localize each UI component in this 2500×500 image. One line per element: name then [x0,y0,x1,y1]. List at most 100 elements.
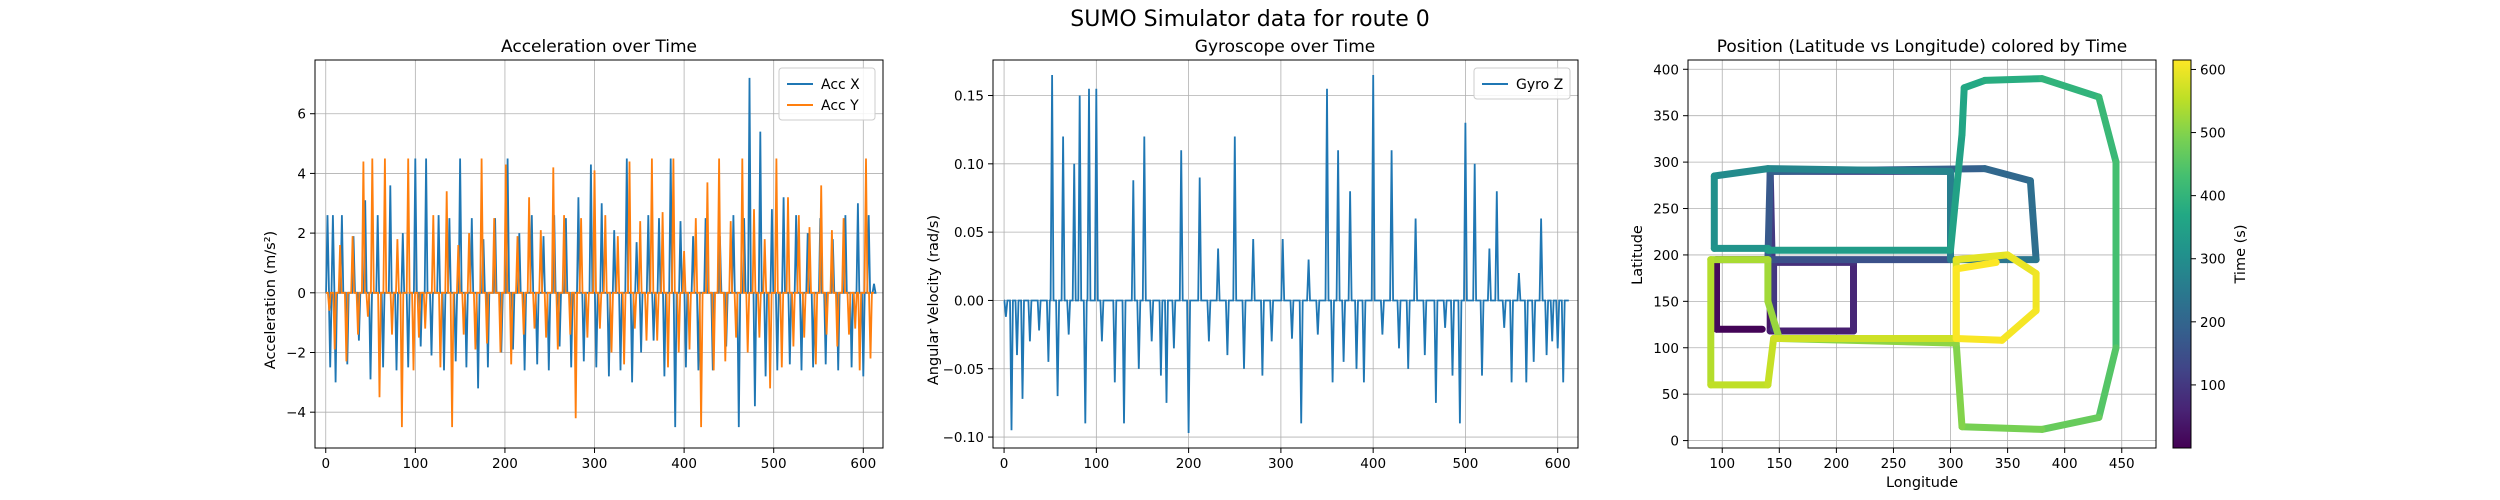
position-xtick-label: 200 [1823,456,1849,472]
acceleration-legend: Acc X Acc Y [778,67,876,121]
position-track-segment [1998,307,2040,344]
position-ytick-label: 250 [1653,202,1679,218]
gyroscope-axes-frame [992,59,1579,449]
position-ytick-label: 200 [1653,248,1679,264]
position-xtick-label: 150 [1766,456,1792,472]
acceleration-ylabel: Acceleration (m/s²) [263,231,279,369]
acceleration-xtick-label: 0 [321,456,330,472]
position-track-segment [1764,167,1774,264]
gyroscope-title: Gyroscope over Time [1195,37,1375,57]
acceleration-xtick-label: 300 [582,456,608,472]
position-track-segment [1958,84,1968,138]
position-track-segment [1981,75,2046,84]
acceleration-xtick-label: 200 [492,456,518,472]
position-ytick-label: 0 [1670,434,1679,450]
acceleration-ytick-label: 6 [297,107,306,123]
gyroscope-panel: Gyroscope over Time Angular Velocity (ra… [926,37,1579,472]
position-axes-frame [1687,59,2157,449]
gyroscope-xtick-label: 400 [1360,456,1386,472]
gyroscope-xtick-label: 200 [1176,456,1202,472]
position-track-segment [2038,413,2103,433]
position-xtick-label: 350 [1995,456,2021,472]
gyroscope-ytick-label: 0.05 [954,225,984,241]
position-yticks: 0 50 100 150 200 250 300 350 400 [1653,62,1688,450]
position-track-segment [2095,344,2120,421]
acceleration-xtick-label: 600 [850,456,876,472]
position-ytick-label: 100 [1653,341,1679,357]
gyroscope-yticks: −0.10 −0.05 0.00 0.05 0.10 0.15 [943,89,993,446]
acceleration-series-acc-y [325,158,874,428]
position-track-segment [1710,165,1772,180]
colorbar-tick-label: 200 [2200,315,2226,331]
colorbar-ticks: 100 200 300 400 500 600 [2191,62,2226,394]
position-track-segment [1960,76,1989,92]
gyroscope-ytick-label: −0.05 [943,362,984,378]
gyroscope-legend-box [1473,67,1571,100]
acceleration-axes-frame [314,59,884,449]
position-ytick-label: 150 [1653,294,1679,310]
position-track-segment [1947,130,1966,254]
gyroscope-grid [993,60,1578,448]
position-grid [1688,60,2156,448]
position-track-segment [2026,177,2040,264]
acceleration-yticks: −4 −2 0 2 4 6 [286,107,315,421]
position-ytick-label: 350 [1653,109,1679,125]
acceleration-ytick-label: 4 [297,166,306,182]
acceleration-xtick-label: 100 [402,456,428,472]
gyroscope-ytick-label: −0.10 [943,430,984,446]
colorbar-gradient [2172,59,2192,449]
gyroscope-series-gyro-z [1003,74,1569,434]
position-track-segment [1952,335,2006,344]
colorbar-tick-label: 300 [2200,252,2226,268]
gyroscope-xtick-label: 500 [1453,456,1479,472]
acceleration-ytick-label: −2 [286,345,306,361]
gyroscope-legend: Gyro Z [1473,67,1571,100]
acceleration-ytick-label: 0 [297,286,306,302]
position-xtick-label: 250 [1881,456,1907,472]
position-track-segment [1764,335,1778,389]
position-track-segment [2038,75,2103,101]
position-ylabel: Latitude [1630,225,1646,285]
colorbar: 100 200 300 400 500 600 Time (s) [2172,59,2249,449]
position-panel: Position (Latitude vs Longitude) colored… [1630,37,2157,491]
colorbar-tick-label: 600 [2200,62,2226,78]
position-track-segment [1764,165,1954,175]
position-track-segment [1981,165,2034,185]
position-ytick-label: 400 [1653,62,1679,78]
position-xtick-label: 400 [2052,456,2078,472]
position-xticks: 100 150 200 250 300 350 400 450 [1709,448,2135,472]
gyroscope-ytick-label: 0.10 [954,157,984,173]
gyroscope-xtick-label: 300 [1268,456,1294,472]
figure-suptitle: SUMO Simulator data for route 0 [1070,7,1429,32]
acceleration-plot-area [325,77,877,428]
position-ytick-label: 50 [1662,387,1679,403]
position-ytick-label: 300 [1653,155,1679,171]
position-title: Position (Latitude vs Longitude) colored… [1717,37,2128,57]
acceleration-ytick-label: 2 [297,226,306,242]
acceleration-xtick-label: 500 [761,456,787,472]
position-track-segment [1952,339,1966,431]
position-xtick-label: 300 [1938,456,1964,472]
acceleration-legend-box [778,67,876,121]
gyroscope-xtick-label: 0 [1000,456,1009,472]
gyroscope-xticks: 0 100 200 300 400 500 600 [1000,448,1571,472]
acceleration-panel: Acceleration over Time Acceleration (m/s… [263,37,884,472]
acceleration-title: Acceleration over Time [501,37,697,57]
position-track-segment [1958,423,2046,433]
acceleration-legend-label: Acc X [821,77,860,93]
position-xlabel: Longitude [1886,475,1958,491]
acceleration-series-acc-x [325,77,877,428]
colorbar-tick-label: 400 [2200,189,2226,205]
position-track-segment [1764,297,1783,342]
acceleration-legend-label: Acc Y [821,98,859,114]
position-track-segment [1952,258,2000,273]
gyroscope-ytick-label: 0.15 [954,89,984,105]
position-xtick-label: 100 [1709,456,1735,472]
gyroscope-xtick-label: 100 [1083,456,1109,472]
position-plot-area [1707,75,2120,433]
acceleration-ytick-label: −4 [286,405,306,421]
gyroscope-plot-area [1003,74,1569,434]
acceleration-xtick-label: 400 [671,456,697,472]
acceleration-xticks: 0 100 200 300 400 500 600 [321,448,876,472]
